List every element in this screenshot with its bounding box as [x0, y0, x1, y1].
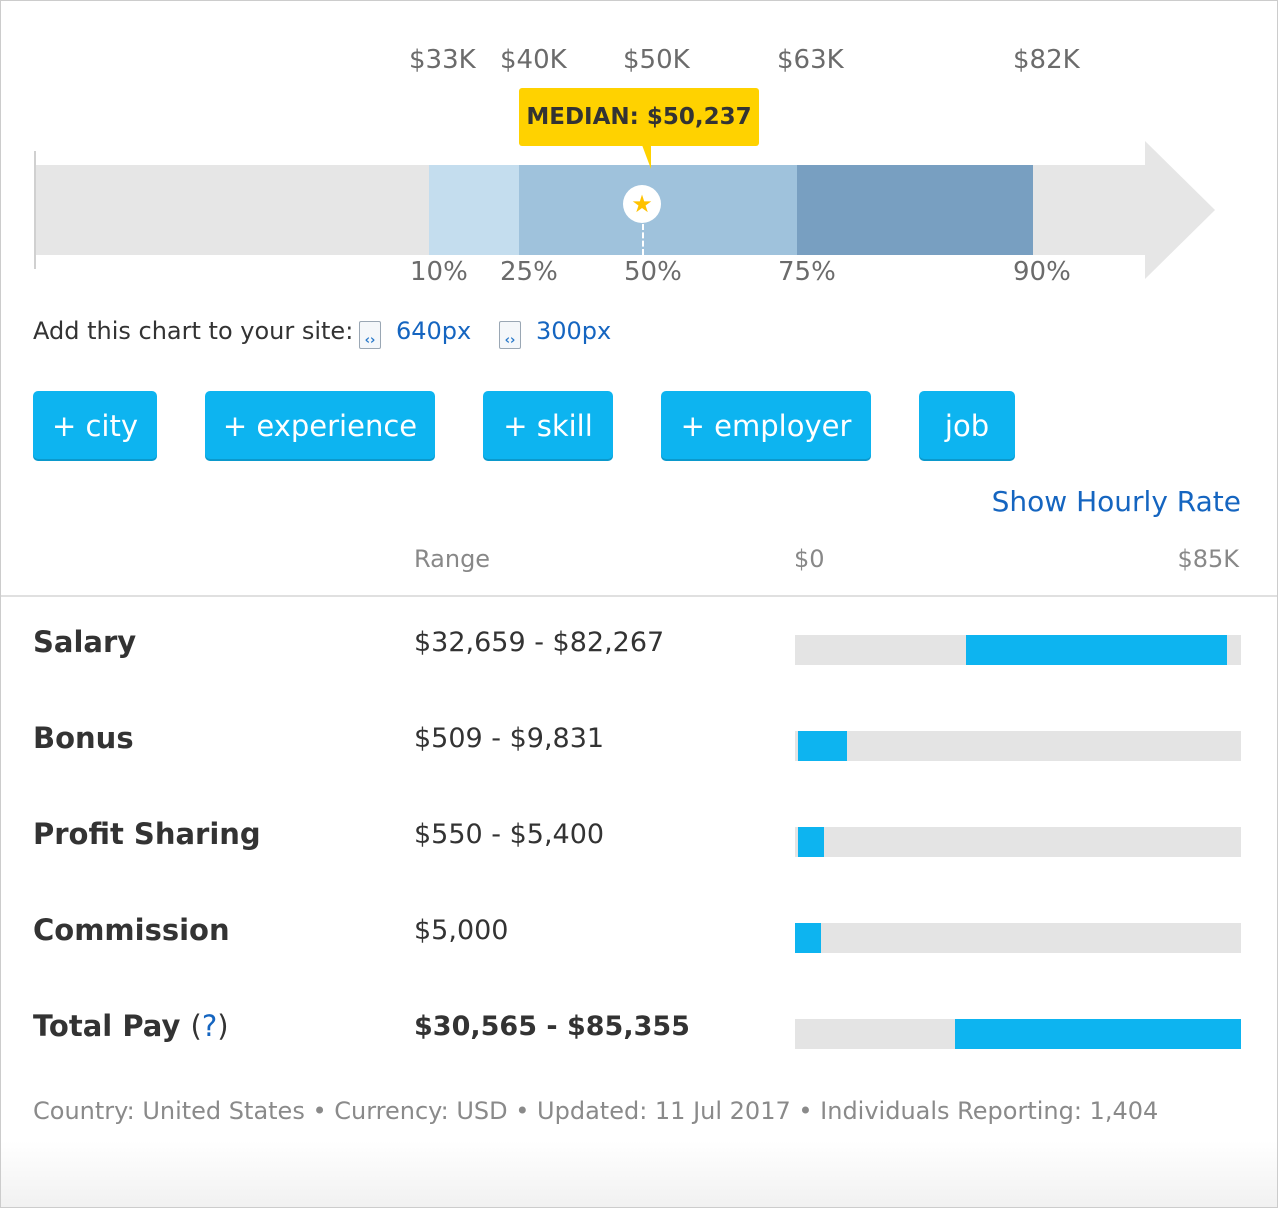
- percentile-value-90: $82K: [1013, 45, 1080, 75]
- bar-track: [795, 1019, 1241, 1049]
- percentile-value-10: $33K: [409, 45, 476, 75]
- axis-min-label: $0: [794, 545, 825, 573]
- row-label-salary: Salary: [33, 625, 137, 659]
- row-label-bonus: Bonus: [33, 721, 134, 755]
- footer-meta: Country: United States • Currency: USD •…: [33, 1097, 1159, 1125]
- job-button[interactable]: job: [919, 391, 1015, 461]
- add-city-button[interactable]: + city: [33, 391, 157, 461]
- range-column-header: Range: [414, 545, 491, 573]
- percentile-value-50: $50K: [623, 45, 690, 75]
- bar-track: [795, 635, 1241, 665]
- row-range-total-pay: $30,565 - $85,355: [414, 1011, 690, 1042]
- total-pay-help[interactable]: (?): [190, 1009, 229, 1043]
- row-range-profit-sharing: $550 - $5,400: [414, 819, 605, 850]
- star-icon: ★: [623, 185, 661, 223]
- percentile-value-75: $63K: [777, 45, 844, 75]
- range-bar-salary: [966, 635, 1227, 665]
- median-dashed-line: [642, 224, 644, 255]
- embed-300-link[interactable]: 300px: [536, 317, 612, 345]
- bar-track: [795, 827, 1241, 857]
- range-bar-bonus: [797, 731, 847, 761]
- percentile-value-25: $40K: [500, 45, 567, 75]
- bar-track: [795, 731, 1241, 761]
- bar-track: [795, 923, 1241, 953]
- median-pointer: [642, 145, 651, 169]
- embed-code-icon: ‹›: [359, 321, 381, 349]
- add-employer-button[interactable]: + employer: [661, 391, 871, 461]
- arrow-head: [1145, 141, 1215, 279]
- row-label-profit-sharing: Profit Sharing: [33, 817, 261, 851]
- percentile-label-90: 90%: [1013, 257, 1071, 287]
- embed-code-icon: ‹›: [499, 321, 521, 349]
- percentile-label-25: 25%: [500, 257, 558, 287]
- median-label: MEDIAN: $50,237: [519, 88, 759, 146]
- row-range-commission: $5,000: [414, 915, 509, 946]
- percentile-label-75: 75%: [778, 257, 836, 287]
- row-label-total-pay: Total Pay (?): [33, 1009, 229, 1043]
- axis-max-label: $85K: [1177, 545, 1239, 573]
- band-75-90: [797, 165, 1033, 255]
- percentile-label-50: 50%: [624, 257, 682, 287]
- embed-label: Add this chart to your site:: [33, 317, 354, 345]
- percentile-label-10: 10%: [410, 257, 468, 287]
- show-hourly-rate-link[interactable]: Show Hourly Rate: [991, 485, 1241, 518]
- range-bar-commission: [795, 923, 822, 953]
- divider: [1, 595, 1277, 597]
- total-pay-label: Total Pay: [33, 1009, 181, 1043]
- row-label-commission: Commission: [33, 913, 230, 947]
- range-bar-total-pay: [955, 1019, 1241, 1049]
- help-question-link[interactable]: ?: [201, 1009, 218, 1043]
- range-bar-profit-sharing: [797, 827, 824, 857]
- add-skill-button[interactable]: + skill: [483, 391, 613, 461]
- add-experience-button[interactable]: + experience: [205, 391, 435, 461]
- band-10-25: [429, 165, 519, 255]
- row-range-bonus: $509 - $9,831: [414, 723, 605, 754]
- row-range-salary: $32,659 - $82,267: [414, 627, 665, 658]
- embed-640-link[interactable]: 640px: [396, 317, 472, 345]
